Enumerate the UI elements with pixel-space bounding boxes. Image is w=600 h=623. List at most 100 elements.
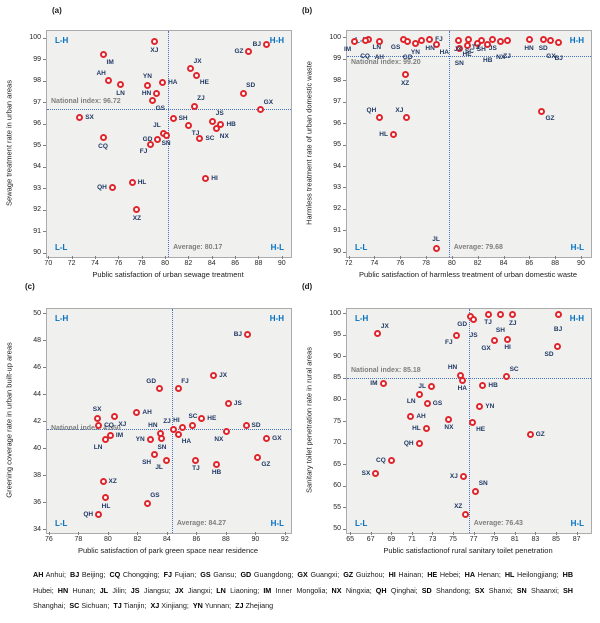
y-tick-label: 50 (33, 309, 41, 317)
x-tick-mark (95, 256, 97, 259)
quadrant-label-hl: H-L (570, 519, 584, 528)
y-tick-mark (343, 528, 346, 530)
x-tick-label: 82 (473, 260, 482, 267)
quadrant-label-lh: L-H (55, 314, 69, 323)
y-tick-mark (343, 313, 346, 315)
x-tick-label: 83 (531, 536, 540, 543)
point-label-im: IM (115, 432, 124, 440)
legend-item-fj: FJ Fujian; (163, 570, 197, 579)
x-tick-mark (196, 532, 198, 535)
point-ln (117, 81, 125, 89)
point-label-hl: HL (379, 131, 388, 139)
legend-item-he: HE Hebei; (427, 570, 461, 579)
point-label-hi: HI (211, 174, 218, 182)
point-label-ah: AH (96, 69, 106, 77)
point-label-gx: GX (546, 52, 556, 60)
point-js (489, 36, 497, 44)
point-sc (189, 421, 197, 429)
point-label-gd: GD (457, 320, 468, 328)
y-tick-mark (343, 144, 346, 146)
x-tick-label: 76 (114, 260, 123, 267)
point-sd (242, 421, 250, 429)
point-label-cq: CQ (360, 52, 370, 60)
y-tick-mark (343, 334, 346, 336)
x-axis-title: Public satisfaction of urban sewage trea… (92, 270, 244, 279)
point-sx (76, 113, 84, 121)
x-tick-mark (281, 256, 283, 259)
x-tick-label: 77 (469, 536, 478, 543)
point-label-gs: GS (432, 399, 443, 407)
y-tick-label: 50 (333, 525, 341, 533)
point-nx (223, 428, 231, 436)
point-jl (432, 244, 440, 252)
point-sc (196, 135, 204, 143)
y-tick-label: 55 (333, 503, 341, 511)
point-label-sh: SH (476, 45, 486, 53)
point-tj (464, 36, 472, 44)
point-label-js: JS (469, 331, 478, 339)
y-tick-mark (343, 399, 346, 401)
national-index-label: National index: 41.50 (51, 424, 121, 432)
average-label: Average: 76.43 (473, 520, 523, 527)
y-tick-mark (43, 252, 46, 254)
point-label-sd: SD (538, 44, 548, 52)
point-gx (263, 435, 271, 443)
point-label-bj: BJ (252, 41, 261, 49)
point-xz (461, 510, 469, 518)
point-hi (504, 335, 512, 343)
y-tick-label: 80 (333, 395, 341, 403)
point-label-ln: LN (406, 398, 416, 406)
y-tick-label: 44 (33, 390, 41, 398)
y-tick-mark (43, 475, 46, 477)
x-tick-mark (78, 532, 80, 535)
point-jl (162, 456, 170, 464)
y-tick-mark (343, 230, 346, 232)
legend-item-gz: GZ Guizhou; (343, 570, 385, 579)
point-label-nx: NX (444, 424, 454, 432)
point-hb (484, 41, 492, 49)
point-jx (454, 37, 462, 45)
y-tick-label: 65 (333, 460, 341, 468)
legend-item-sh: SH Shanghai; (33, 585, 574, 611)
point-label-hn: HN (524, 44, 534, 52)
x-tick-mark (477, 256, 479, 259)
point-label-hn: HN (141, 89, 152, 97)
x-tick-mark (118, 256, 120, 259)
quadrant-label-hh: H-H (569, 314, 584, 323)
legend-item-im: IM Inner Mongolia; (263, 585, 328, 595)
average-line (171, 309, 173, 533)
y-tick-mark (343, 101, 346, 103)
x-tick-label: 78 (422, 260, 430, 267)
x-tick-mark (453, 532, 455, 535)
point-label-yn: YN (142, 73, 152, 81)
point-sx (93, 414, 101, 422)
x-tick-mark (426, 256, 428, 259)
legend-item-qh: QH Qinghai; (375, 585, 418, 595)
point-jx (187, 65, 195, 73)
x-tick-mark (400, 256, 402, 259)
point-sh (169, 114, 177, 122)
x-tick-mark (225, 532, 227, 535)
x-tick-label: 81 (510, 536, 519, 543)
legend-item-bj: BJ Beijing; (70, 570, 106, 579)
x-tick-mark (473, 532, 475, 535)
x-tick-label: 76 (396, 260, 405, 267)
point-jx (374, 330, 382, 338)
y-tick-mark (343, 208, 346, 210)
point-xz (99, 478, 107, 486)
x-tick-mark (165, 256, 167, 259)
point-label-im: IM (344, 45, 352, 53)
point-label-ln: LN (372, 43, 382, 51)
point-im (106, 432, 114, 440)
point-qh (108, 183, 116, 191)
legend-item-gs: GS Gansu; (200, 570, 237, 579)
point-bj (244, 331, 251, 339)
point-label-cq: CQ (104, 421, 114, 429)
point-js (224, 399, 232, 407)
point-label-cq: CQ (98, 142, 108, 150)
quadrant-label-ll: L-L (55, 519, 68, 528)
point-label-gx: GX (263, 98, 274, 106)
y-tick-label: 42 (33, 417, 41, 425)
point-label-tj: TJ (191, 129, 200, 137)
national-index-label: National index: 85.18 (351, 367, 421, 375)
